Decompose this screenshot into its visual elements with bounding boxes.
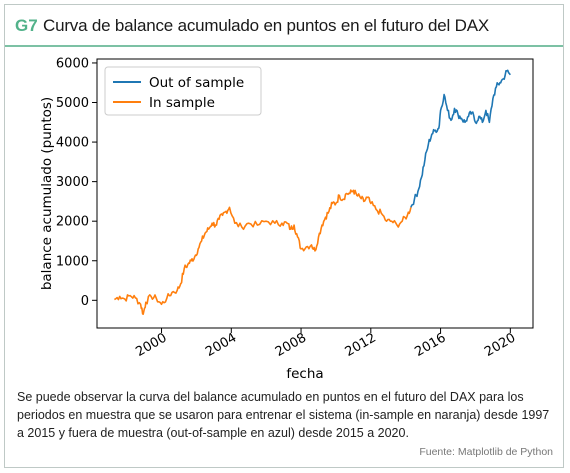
figure-header: G7 Curva de balance acumulado en puntos … (5, 5, 563, 47)
x-tick-label: 2012 (343, 330, 379, 360)
series-line-out-of-sample (410, 69, 511, 208)
y-axis-label: balance acumulado (puntos) (39, 97, 55, 290)
y-tick-label: 3000 (56, 175, 89, 190)
y-tick-label: 5000 (56, 96, 89, 111)
x-tick-label: 2004 (203, 330, 239, 360)
figure-title: Curva de balance acumulado en puntos en … (43, 16, 490, 35)
x-axis-label: fecha (286, 366, 323, 382)
x-tick-label: 2008 (273, 330, 309, 360)
x-tick-label: 2016 (412, 330, 448, 360)
legend-label: In sample (149, 95, 215, 111)
legend: Out of sample In sample (104, 66, 262, 116)
x-tick-label: 2020 (482, 330, 518, 360)
y-tick-label: 6000 (56, 56, 89, 71)
chart-area: 0 1000 2000 3000 4000 5000 6000 2000 2004 2008 201… (5, 49, 563, 384)
figure-caption: Se puede observar la curva del balance a… (17, 390, 550, 440)
legend-box (104, 66, 262, 116)
y-tick-label: 2000 (56, 215, 89, 230)
figure-code: G7 (15, 16, 38, 35)
plot-layer (114, 69, 511, 315)
series-line-in-sample (114, 189, 412, 315)
y-tick-label: 1000 (56, 254, 89, 269)
legend-label: Out of sample (149, 75, 244, 91)
y-tick-label: 4000 (56, 136, 89, 151)
line-chart: 0 1000 2000 3000 4000 5000 6000 2000 2004 2008 201… (39, 56, 534, 382)
plot-frame (96, 58, 534, 329)
y-tick-label: 0 (81, 294, 89, 309)
figure-frame: G7 Curva de balance acumulado en puntos … (4, 4, 564, 468)
x-tick-label: 2000 (133, 330, 169, 360)
figure-source: Fuente: Matplotlib de Python (419, 446, 553, 458)
